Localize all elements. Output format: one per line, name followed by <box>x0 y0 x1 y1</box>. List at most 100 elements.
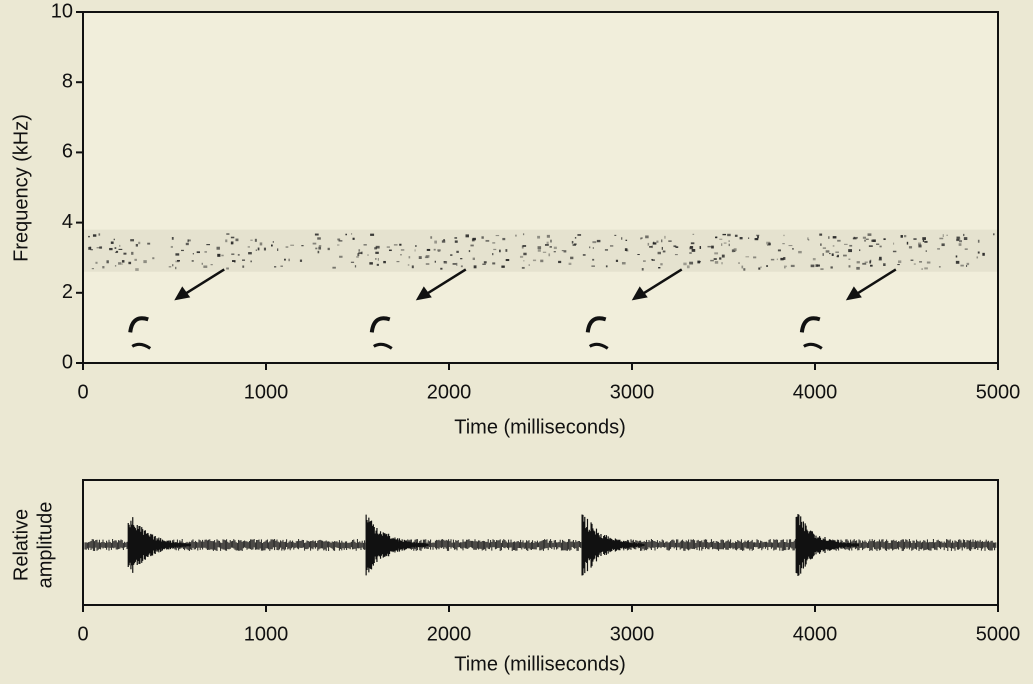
noise-speck <box>123 253 127 255</box>
noise-speck <box>853 236 855 239</box>
noise-speck <box>783 265 787 268</box>
noise-speck <box>299 259 303 262</box>
noise-speck <box>719 257 722 260</box>
call-note <box>799 316 821 333</box>
noise-speck <box>870 264 873 267</box>
noise-speck <box>540 259 544 263</box>
noise-speck <box>753 256 757 259</box>
noise-speck <box>788 245 793 247</box>
noise-speck <box>820 268 824 271</box>
noise-speck <box>113 238 115 241</box>
noise-speck <box>277 248 279 251</box>
noise-speck <box>460 265 463 268</box>
noise-speck <box>441 240 446 243</box>
noise-speck <box>102 266 105 269</box>
noise-speck <box>868 245 873 247</box>
noise-speck <box>408 256 411 259</box>
noise-speck <box>114 247 117 249</box>
noise-speck <box>697 260 701 264</box>
noise-speck <box>609 245 614 247</box>
noise-speck <box>790 264 795 268</box>
arrow-head <box>631 286 648 301</box>
noise-speck <box>922 239 925 242</box>
noise-speck <box>450 254 453 256</box>
noise-speck <box>201 262 203 265</box>
noise-speck <box>722 233 727 236</box>
noise-speck <box>434 260 436 263</box>
x-axis-label: Time (milliseconds) <box>454 653 626 675</box>
y-axis-label: Relative <box>10 509 32 581</box>
noise-speck <box>354 265 357 268</box>
noise-speck <box>734 250 736 252</box>
noise-speck <box>482 263 486 265</box>
noise-speck <box>231 253 235 256</box>
noise-speck <box>430 236 433 239</box>
noise-speck <box>393 244 398 246</box>
noise-speck <box>643 260 646 262</box>
noise-speck <box>976 256 979 259</box>
noise-speck <box>563 250 567 253</box>
noise-speck <box>596 239 601 243</box>
noise-speck <box>204 251 207 253</box>
noise-speck <box>959 240 962 243</box>
arrow-head <box>415 286 432 301</box>
noise-speck <box>652 242 657 245</box>
call-note <box>369 316 391 333</box>
noise-speck <box>356 256 359 258</box>
noise-speck <box>505 259 510 262</box>
burst <box>127 517 191 573</box>
noise-speck <box>327 247 330 251</box>
noise-speck <box>946 234 948 236</box>
x-tick-label: 2000 <box>427 381 472 403</box>
noise-speck <box>549 246 552 248</box>
noise-speck <box>285 246 289 248</box>
noise-speck <box>255 249 258 251</box>
noise-speck <box>844 243 848 245</box>
noise-speck <box>317 237 321 240</box>
noise-speck <box>755 238 758 241</box>
noise-speck <box>822 247 827 249</box>
noise-speck <box>558 260 562 264</box>
plot-frame <box>82 479 999 606</box>
noise-speck <box>892 250 897 253</box>
noise-speck <box>747 237 750 239</box>
noise-speck <box>230 236 235 239</box>
noise-speck <box>966 262 970 266</box>
plot-frame <box>82 11 999 364</box>
noise-speck <box>621 237 623 240</box>
noise-speck <box>798 250 802 254</box>
noise-speck <box>782 243 785 245</box>
noise-speck <box>977 239 980 243</box>
noise-speck <box>440 267 443 270</box>
noise-speck <box>216 246 220 250</box>
noise-speck <box>637 254 640 256</box>
noise-speck <box>625 239 628 241</box>
noise-speck <box>770 258 775 261</box>
arrow-shaft <box>855 268 897 296</box>
noise-speck <box>546 234 550 238</box>
noise-speck <box>411 265 414 269</box>
noise-speck <box>456 250 459 253</box>
noise-speck <box>783 234 785 237</box>
noise-speck <box>92 234 97 237</box>
noise-speck <box>357 253 360 257</box>
noise-speck <box>690 242 695 245</box>
noise-speck <box>766 265 769 267</box>
noise-speck <box>235 238 239 242</box>
noise-speck <box>425 255 430 258</box>
noise-speck <box>523 252 527 256</box>
noise-speck <box>921 268 923 270</box>
noise-speck <box>191 260 194 262</box>
noise-speck <box>956 236 960 239</box>
noise-speck <box>660 263 663 266</box>
noise-speck <box>908 246 913 249</box>
noise-speck <box>570 256 574 260</box>
noise-speck <box>865 238 869 240</box>
noise-speck <box>714 261 719 264</box>
noise-speck <box>966 265 968 267</box>
noise-speck <box>317 250 320 254</box>
noise-speck <box>571 240 574 244</box>
noise-speck <box>926 261 931 264</box>
noise-speck <box>819 233 823 236</box>
y-tick-label: 0 <box>62 351 73 373</box>
